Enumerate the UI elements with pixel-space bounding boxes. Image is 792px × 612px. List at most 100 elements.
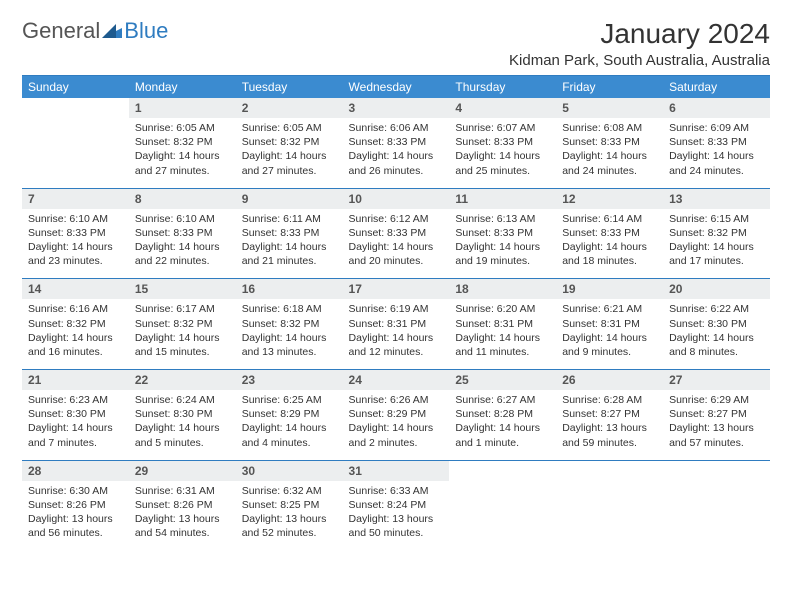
day-detail-cell: Sunrise: 6:31 AMSunset: 8:26 PMDaylight:… bbox=[129, 481, 236, 551]
daylight-text: Daylight: 14 hours and 19 minutes. bbox=[455, 240, 550, 268]
day-detail-cell: Sunrise: 6:25 AMSunset: 8:29 PMDaylight:… bbox=[236, 390, 343, 460]
daylight-text: Daylight: 14 hours and 26 minutes. bbox=[349, 149, 444, 177]
day-detail-cell: Sunrise: 6:18 AMSunset: 8:32 PMDaylight:… bbox=[236, 299, 343, 369]
sunset-text: Sunset: 8:33 PM bbox=[562, 135, 657, 149]
sunrise-text: Sunrise: 6:28 AM bbox=[562, 393, 657, 407]
logo-mark-icon bbox=[102, 24, 122, 38]
day-number-cell: 20 bbox=[663, 279, 770, 299]
sunrise-text: Sunrise: 6:06 AM bbox=[349, 121, 444, 135]
daylight-text: Daylight: 14 hours and 18 minutes. bbox=[562, 240, 657, 268]
day-number-cell: 13 bbox=[663, 189, 770, 209]
day-number-cell: 23 bbox=[236, 370, 343, 390]
day-detail-cell: Sunrise: 6:16 AMSunset: 8:32 PMDaylight:… bbox=[22, 299, 129, 369]
sunrise-text: Sunrise: 6:30 AM bbox=[28, 484, 123, 498]
day-number-cell: 8 bbox=[129, 189, 236, 209]
sunrise-text: Sunrise: 6:27 AM bbox=[455, 393, 550, 407]
day-detail-cell: Sunrise: 6:27 AMSunset: 8:28 PMDaylight:… bbox=[449, 390, 556, 460]
sunset-text: Sunset: 8:30 PM bbox=[135, 407, 230, 421]
day-detail-cell: Sunrise: 6:07 AMSunset: 8:33 PMDaylight:… bbox=[449, 118, 556, 188]
day-number-cell: 25 bbox=[449, 370, 556, 390]
day-detail-cell: Sunrise: 6:22 AMSunset: 8:30 PMDaylight:… bbox=[663, 299, 770, 369]
sunset-text: Sunset: 8:26 PM bbox=[28, 498, 123, 512]
logo-text-blue: Blue bbox=[124, 18, 168, 44]
sunset-text: Sunset: 8:33 PM bbox=[135, 226, 230, 240]
day-detail-cell: Sunrise: 6:09 AMSunset: 8:33 PMDaylight:… bbox=[663, 118, 770, 188]
day-detail-cell: Sunrise: 6:29 AMSunset: 8:27 PMDaylight:… bbox=[663, 390, 770, 460]
daylight-text: Daylight: 13 hours and 59 minutes. bbox=[562, 421, 657, 449]
daylight-text: Daylight: 14 hours and 8 minutes. bbox=[669, 331, 764, 359]
sunrise-text: Sunrise: 6:26 AM bbox=[349, 393, 444, 407]
day-number-cell: 21 bbox=[22, 370, 129, 390]
day-detail-cell: Sunrise: 6:17 AMSunset: 8:32 PMDaylight:… bbox=[129, 299, 236, 369]
sunset-text: Sunset: 8:30 PM bbox=[669, 317, 764, 331]
sunrise-text: Sunrise: 6:10 AM bbox=[135, 212, 230, 226]
sunrise-text: Sunrise: 6:29 AM bbox=[669, 393, 764, 407]
sunset-text: Sunset: 8:32 PM bbox=[28, 317, 123, 331]
daylight-text: Daylight: 14 hours and 20 minutes. bbox=[349, 240, 444, 268]
day-detail-cell: Sunrise: 6:12 AMSunset: 8:33 PMDaylight:… bbox=[343, 209, 450, 279]
sunrise-text: Sunrise: 6:25 AM bbox=[242, 393, 337, 407]
sunrise-text: Sunrise: 6:22 AM bbox=[669, 302, 764, 316]
sunset-text: Sunset: 8:33 PM bbox=[455, 135, 550, 149]
sunrise-text: Sunrise: 6:07 AM bbox=[455, 121, 550, 135]
daylight-text: Daylight: 13 hours and 56 minutes. bbox=[28, 512, 123, 540]
day-detail-cell bbox=[449, 481, 556, 551]
sunset-text: Sunset: 8:32 PM bbox=[242, 317, 337, 331]
day-number-cell: 10 bbox=[343, 189, 450, 209]
day-detail-cell: Sunrise: 6:24 AMSunset: 8:30 PMDaylight:… bbox=[129, 390, 236, 460]
header: General Blue January 2024 Kidman Park, S… bbox=[22, 18, 770, 69]
day-header-wednesday: Wednesday bbox=[343, 76, 450, 98]
sunrise-text: Sunrise: 6:31 AM bbox=[135, 484, 230, 498]
day-number-cell: 18 bbox=[449, 279, 556, 299]
month-title: January 2024 bbox=[509, 18, 770, 50]
day-number-cell: 24 bbox=[343, 370, 450, 390]
location: Kidman Park, South Australia, Australia bbox=[509, 52, 770, 69]
day-detail-cell: Sunrise: 6:10 AMSunset: 8:33 PMDaylight:… bbox=[129, 209, 236, 279]
daylight-text: Daylight: 14 hours and 12 minutes. bbox=[349, 331, 444, 359]
sunset-text: Sunset: 8:33 PM bbox=[562, 226, 657, 240]
sunrise-text: Sunrise: 6:19 AM bbox=[349, 302, 444, 316]
sunset-text: Sunset: 8:33 PM bbox=[669, 135, 764, 149]
sunset-text: Sunset: 8:29 PM bbox=[349, 407, 444, 421]
day-number-cell: 15 bbox=[129, 279, 236, 299]
sunrise-text: Sunrise: 6:08 AM bbox=[562, 121, 657, 135]
daylight-text: Daylight: 14 hours and 25 minutes. bbox=[455, 149, 550, 177]
daylight-text: Daylight: 14 hours and 7 minutes. bbox=[28, 421, 123, 449]
sunset-text: Sunset: 8:25 PM bbox=[242, 498, 337, 512]
daylight-text: Daylight: 14 hours and 17 minutes. bbox=[669, 240, 764, 268]
day-detail-cell: Sunrise: 6:30 AMSunset: 8:26 PMDaylight:… bbox=[22, 481, 129, 551]
sunset-text: Sunset: 8:31 PM bbox=[455, 317, 550, 331]
daylight-text: Daylight: 14 hours and 13 minutes. bbox=[242, 331, 337, 359]
day-number-cell: 2 bbox=[236, 98, 343, 118]
sunset-text: Sunset: 8:33 PM bbox=[455, 226, 550, 240]
day-number-cell: 16 bbox=[236, 279, 343, 299]
day-detail-cell bbox=[556, 481, 663, 551]
daylight-text: Daylight: 13 hours and 52 minutes. bbox=[242, 512, 337, 540]
day-detail-cell: Sunrise: 6:13 AMSunset: 8:33 PMDaylight:… bbox=[449, 209, 556, 279]
sunrise-text: Sunrise: 6:12 AM bbox=[349, 212, 444, 226]
day-number-cell: 9 bbox=[236, 189, 343, 209]
sunrise-text: Sunrise: 6:17 AM bbox=[135, 302, 230, 316]
sunset-text: Sunset: 8:24 PM bbox=[349, 498, 444, 512]
daylight-text: Daylight: 13 hours and 54 minutes. bbox=[135, 512, 230, 540]
sunrise-text: Sunrise: 6:32 AM bbox=[242, 484, 337, 498]
day-header-tuesday: Tuesday bbox=[236, 76, 343, 98]
day-number-cell bbox=[556, 461, 663, 481]
sunrise-text: Sunrise: 6:14 AM bbox=[562, 212, 657, 226]
day-number-cell: 17 bbox=[343, 279, 450, 299]
daylight-text: Daylight: 14 hours and 11 minutes. bbox=[455, 331, 550, 359]
sunset-text: Sunset: 8:32 PM bbox=[242, 135, 337, 149]
sunset-text: Sunset: 8:27 PM bbox=[562, 407, 657, 421]
sunrise-text: Sunrise: 6:33 AM bbox=[349, 484, 444, 498]
day-detail-cell: Sunrise: 6:14 AMSunset: 8:33 PMDaylight:… bbox=[556, 209, 663, 279]
day-detail-cell: Sunrise: 6:32 AMSunset: 8:25 PMDaylight:… bbox=[236, 481, 343, 551]
logo: General Blue bbox=[22, 18, 168, 44]
sunset-text: Sunset: 8:32 PM bbox=[669, 226, 764, 240]
sunrise-text: Sunrise: 6:05 AM bbox=[135, 121, 230, 135]
day-number-cell: 29 bbox=[129, 461, 236, 481]
daylight-text: Daylight: 14 hours and 15 minutes. bbox=[135, 331, 230, 359]
day-header-sunday: Sunday bbox=[22, 76, 129, 98]
day-number-cell: 3 bbox=[343, 98, 450, 118]
day-number-cell: 1 bbox=[129, 98, 236, 118]
daylight-text: Daylight: 14 hours and 24 minutes. bbox=[562, 149, 657, 177]
